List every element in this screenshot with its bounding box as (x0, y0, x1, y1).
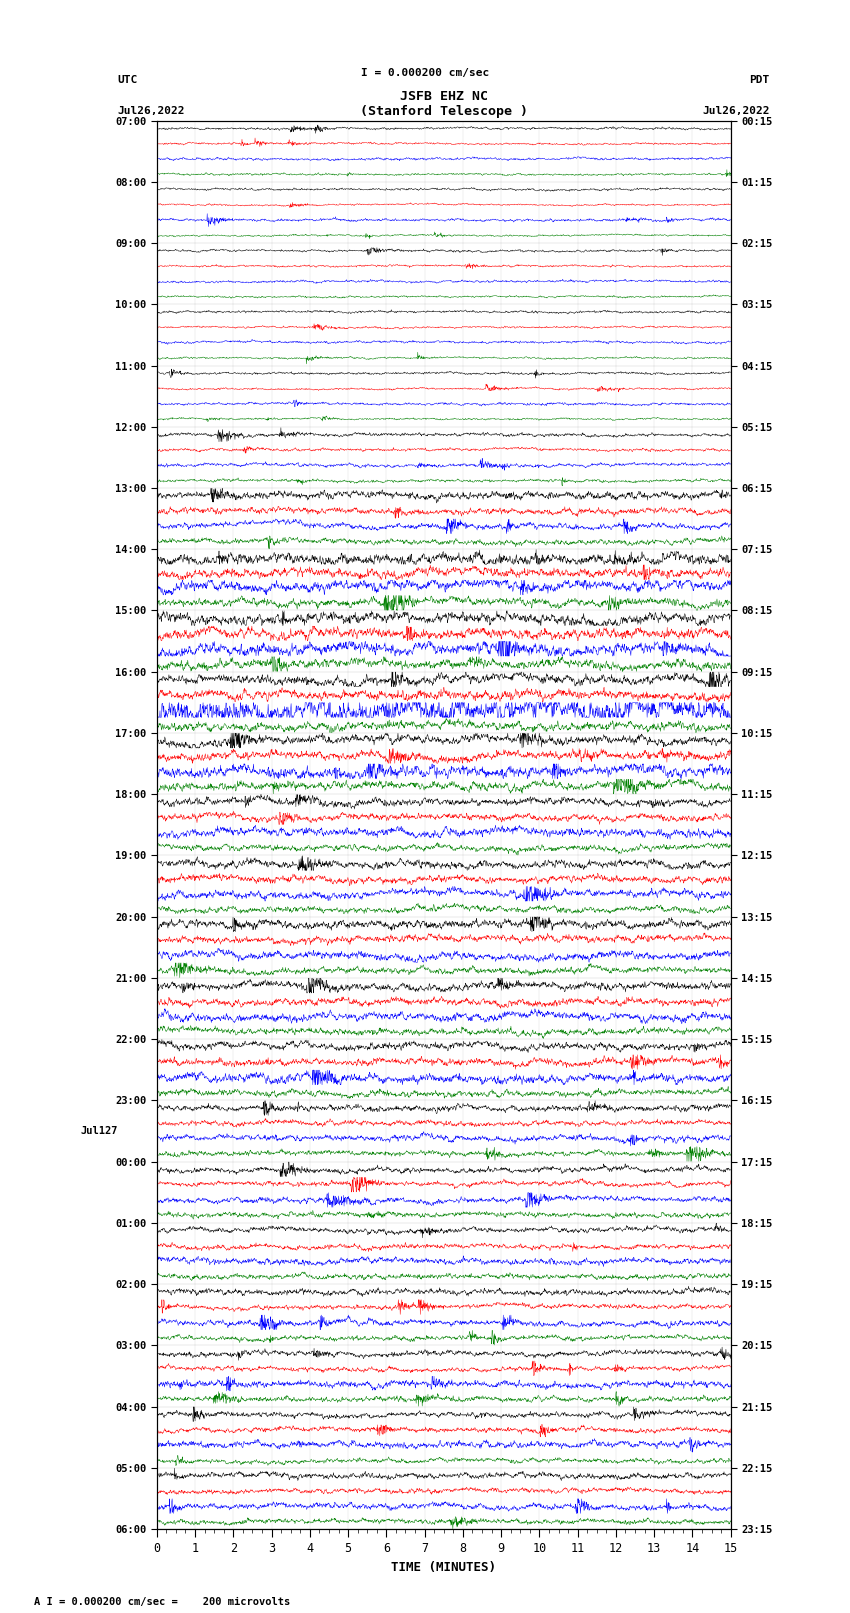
Text: Jul127: Jul127 (80, 1126, 118, 1136)
Text: UTC: UTC (118, 76, 138, 85)
Text: Jul26,2022: Jul26,2022 (702, 106, 770, 116)
Text: I = 0.000200 cm/sec: I = 0.000200 cm/sec (361, 68, 489, 77)
Text: A I = 0.000200 cm/sec =    200 microvolts: A I = 0.000200 cm/sec = 200 microvolts (34, 1597, 290, 1607)
Text: PDT: PDT (750, 76, 770, 85)
Text: Jul26,2022: Jul26,2022 (118, 106, 185, 116)
Title: JSFB EHZ NC
(Stanford Telescope ): JSFB EHZ NC (Stanford Telescope ) (360, 90, 528, 118)
X-axis label: TIME (MINUTES): TIME (MINUTES) (391, 1561, 496, 1574)
